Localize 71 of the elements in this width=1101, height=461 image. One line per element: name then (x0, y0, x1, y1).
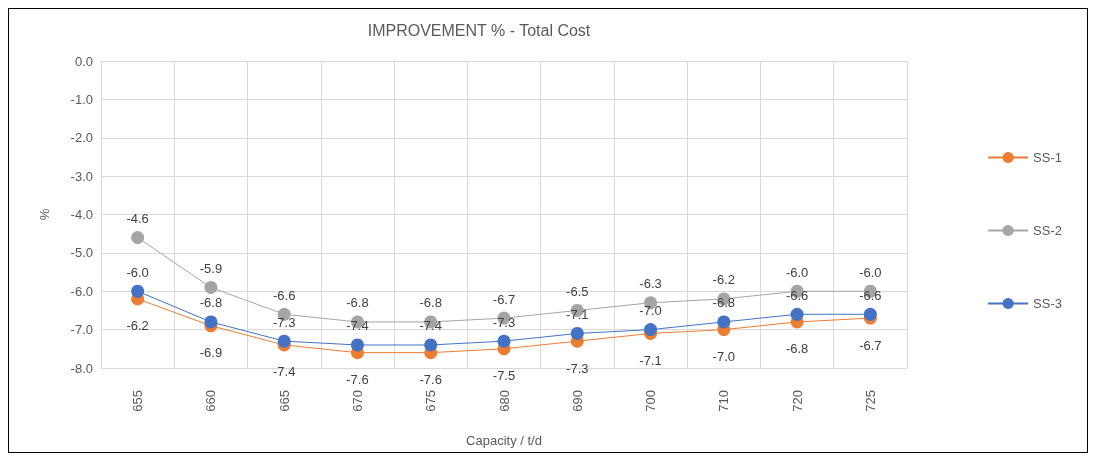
x-axis-title: Capacity / t/d (466, 433, 542, 448)
point (424, 338, 438, 352)
x-tick-label: 710 (716, 390, 732, 412)
y-tick-label: -1.0 (70, 91, 93, 107)
data-label: -6.7 (492, 291, 516, 307)
data-label: -7.0 (639, 303, 662, 319)
point (570, 326, 584, 340)
y-tick-label: -7.0 (70, 322, 93, 338)
data-label: -6.0 (126, 264, 149, 280)
data-label: -6.8 (346, 295, 369, 311)
data-label: -6.6 (859, 287, 882, 303)
data-label: -6.6 (785, 287, 809, 303)
y-tick-label: -5.0 (70, 245, 93, 261)
point (204, 315, 218, 329)
point (497, 334, 511, 348)
x-tick-label: 690 (569, 390, 585, 412)
data-label: -5.9 (199, 260, 223, 276)
x-tick-label: 720 (789, 390, 805, 412)
chart-title: IMPROVEMENT % - Total Cost (367, 21, 591, 39)
point (204, 280, 218, 294)
y-tick-label: -2.0 (70, 130, 93, 146)
point (863, 307, 877, 321)
x-tick-label: 660 (203, 390, 219, 412)
data-label: -6.8 (199, 295, 223, 311)
point (131, 284, 145, 298)
data-label: -7.6 (346, 372, 369, 388)
y-axis-title: % (37, 208, 52, 221)
data-label: -6.0 (785, 264, 809, 280)
data-label: -6.5 (566, 283, 589, 299)
data-label: -7.3 (272, 314, 296, 330)
data-label: -6.9 (199, 345, 223, 361)
point (717, 315, 731, 329)
y-tick-label: -6.0 (70, 283, 93, 299)
data-label: -6.8 (419, 295, 442, 311)
y-tick-label: -4.0 (70, 207, 93, 222)
data-label: -7.4 (419, 318, 442, 334)
y-tick-label: -8.0 (70, 360, 93, 376)
data-label: -6.8 (785, 341, 809, 357)
y-tick-label: -3.0 (70, 168, 93, 184)
x-tick-label: 665 (276, 390, 292, 412)
y-tick-label: 0.0 (74, 53, 93, 69)
data-label: -6.0 (859, 264, 882, 280)
x-tick-label: 680 (496, 390, 512, 412)
data-label: -7.4 (272, 364, 296, 380)
x-tick-label: 655 (130, 390, 146, 412)
x-tick-label: 670 (349, 390, 365, 412)
data-label: -7.1 (566, 306, 589, 322)
x-tick-label: 700 (643, 390, 659, 412)
data-label: -7.3 (566, 360, 589, 376)
point (131, 231, 145, 245)
point (277, 334, 291, 348)
x-tick-label: 725 (862, 390, 878, 412)
data-label: -6.3 (639, 276, 662, 292)
data-label: -7.3 (492, 314, 516, 330)
legend-label: SS-1 (1033, 150, 1063, 165)
data-label: -7.6 (419, 372, 442, 388)
data-label: -4.6 (126, 211, 149, 227)
x-tick-label: 675 (423, 390, 439, 412)
legend-label: SS-3 (1033, 296, 1063, 311)
data-label: -6.6 (272, 287, 296, 303)
data-label: -7.4 (346, 318, 369, 334)
point (790, 307, 804, 321)
data-label: -6.8 (712, 295, 736, 311)
point (350, 338, 364, 352)
data-label: -7.1 (639, 352, 662, 368)
data-label: -6.7 (859, 337, 882, 353)
data-label: -7.5 (492, 368, 516, 384)
legend-label: SS-2 (1033, 223, 1063, 238)
data-label: -6.2 (126, 318, 149, 334)
data-label: -7.0 (712, 349, 736, 365)
data-label: -6.2 (712, 272, 736, 288)
